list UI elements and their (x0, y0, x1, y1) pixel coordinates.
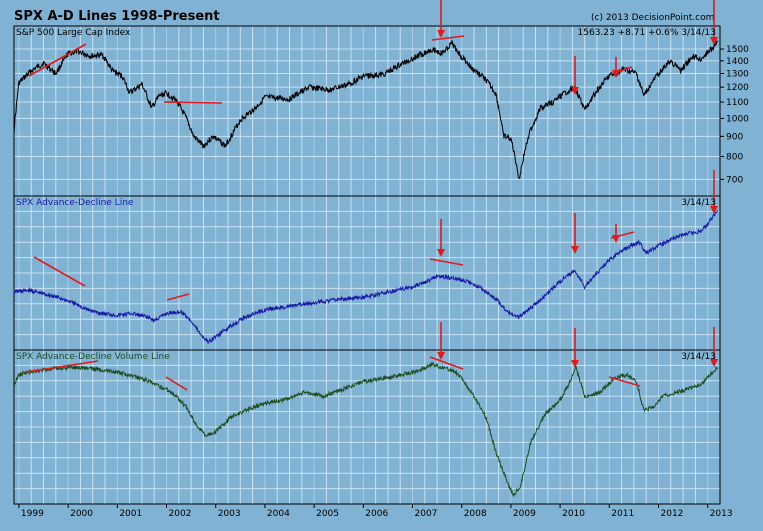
x-tick-label: 2005 (316, 509, 339, 519)
credit-text: (c) 2013 DecisionPoint.com (591, 13, 714, 23)
annotation-arrow-head (437, 352, 445, 360)
annotation-arrow-head (710, 206, 718, 214)
annotation-arrow-head (571, 246, 579, 254)
x-tick-layer: 1999 2000 2001 2002 2003 2004 2005 2006 2007 2008… (18, 504, 733, 519)
annotation-layer (25, 0, 718, 391)
y-tick-label: 1000 (726, 114, 749, 124)
annotation-trend-line (165, 376, 188, 391)
ad-panel-label: SPX Advance-Decline Line (16, 198, 134, 208)
plot-border (13, 25, 721, 505)
x-tick-label: 2002 (169, 509, 192, 519)
adv-readout: 3/14/13 (681, 352, 716, 362)
y-tick-label: 1500 (726, 45, 749, 55)
annotation-trend-line (429, 356, 464, 370)
grid-layer (14, 26, 721, 504)
y-tick-label: 1300 (726, 69, 749, 79)
y-tick-label: 900 (726, 132, 743, 142)
x-tick-label: 2000 (70, 509, 93, 519)
adv-series-line (13, 362, 718, 497)
annotation-arrow-head (571, 87, 579, 95)
ad-readout: 3/14/13 (681, 198, 716, 208)
x-tick-label: 2001 (119, 509, 142, 519)
x-tick-label: 2012 (661, 509, 684, 519)
x-tick-label: 2010 (562, 509, 585, 519)
annotation-trend-line (163, 101, 223, 104)
annotation-trend-line (28, 43, 87, 77)
y-tick-layer: 1500 1400 1300 1200 1100 1000 900 800 700 (720, 45, 749, 185)
series-layer (13, 39, 718, 497)
y-tick-label: 1400 (726, 57, 749, 67)
y-tick-label: 1200 (726, 83, 749, 93)
annotation-arrow-head (437, 30, 445, 38)
x-tick-label: 2006 (365, 509, 388, 519)
y-tick-label: 800 (726, 153, 743, 163)
spx-panel-label: S&P 500 Large Cap Index (16, 28, 131, 38)
adv-panel-label: SPX Advance-Decline Volume Line (16, 352, 170, 362)
annotation-trend-line (431, 35, 465, 41)
x-tick-label: 2004 (267, 509, 290, 519)
x-tick-label: 2007 (415, 509, 438, 519)
x-tick-label: 1999 (21, 509, 44, 519)
x-tick-label: 2013 (710, 509, 733, 519)
x-tick-label: 2011 (611, 509, 634, 519)
x-tick-label: 2009 (513, 509, 536, 519)
y-tick-label: 1100 (726, 98, 749, 108)
annotation-arrow-head (571, 360, 579, 368)
annotation-trend-line (608, 376, 641, 387)
spx-readout: 1563.23 +8.71 +0.6% 3/14/13 (578, 28, 716, 38)
annotation-arrow-head (710, 37, 718, 45)
annotation-trend-line (25, 360, 99, 373)
annotation-arrow-head (612, 70, 620, 78)
x-tick-label: 2003 (218, 509, 241, 519)
annotation-trend-line (33, 256, 86, 287)
annotation-arrow-head (710, 359, 718, 367)
x-tick-label: 2008 (464, 509, 487, 519)
chart-title: SPX A-D Lines 1998-Present (14, 9, 220, 24)
spx-series-line (13, 39, 718, 180)
annotation-arrow-head (437, 249, 445, 257)
annotation-arrow-head (612, 235, 620, 243)
annotation-trend-line (429, 258, 464, 266)
y-tick-label: 700 (726, 175, 743, 185)
ad-series-line (13, 209, 718, 344)
annotation-trend-line (166, 293, 190, 301)
